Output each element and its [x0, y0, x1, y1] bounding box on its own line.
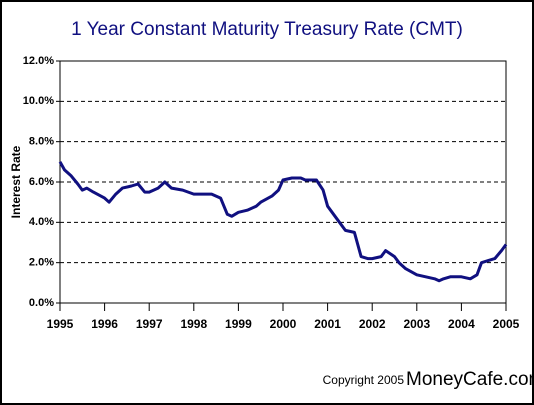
x-tick-label: 2002	[359, 317, 386, 331]
copyright: Copyright 2005	[323, 373, 405, 387]
x-tick-label: 1999	[225, 317, 252, 331]
y-tick-label: 0.0%	[29, 297, 54, 309]
y-tick-label: 12.0%	[23, 55, 54, 67]
x-tick-label: 1998	[180, 317, 207, 331]
y-tick-label: 4.0%	[29, 216, 54, 228]
brand: MoneyCafe.com	[406, 369, 534, 390]
x-tick-label: 2000	[270, 317, 297, 331]
y-axis-label: Interest Rate	[9, 145, 23, 218]
data-line	[58, 161, 508, 283]
x-tick-label: 2001	[314, 317, 341, 331]
x-tick-label: 1997	[136, 317, 163, 331]
x-tick-label: 2004	[448, 317, 475, 331]
y-tick-label: 2.0%	[29, 257, 54, 269]
y-tick-label: 8.0%	[29, 136, 54, 148]
chart-title: 1 Year Constant Maturity Treasury Rate (…	[71, 19, 463, 40]
x-tick-label: 2003	[403, 317, 430, 331]
y-tick-label: 10.0%	[23, 95, 54, 107]
x-tick-label: 2005	[493, 317, 520, 331]
x-tick-label: 1996	[91, 317, 118, 331]
y-tick-label: 6.0%	[29, 176, 54, 188]
x-tick-label: 1995	[47, 317, 74, 331]
